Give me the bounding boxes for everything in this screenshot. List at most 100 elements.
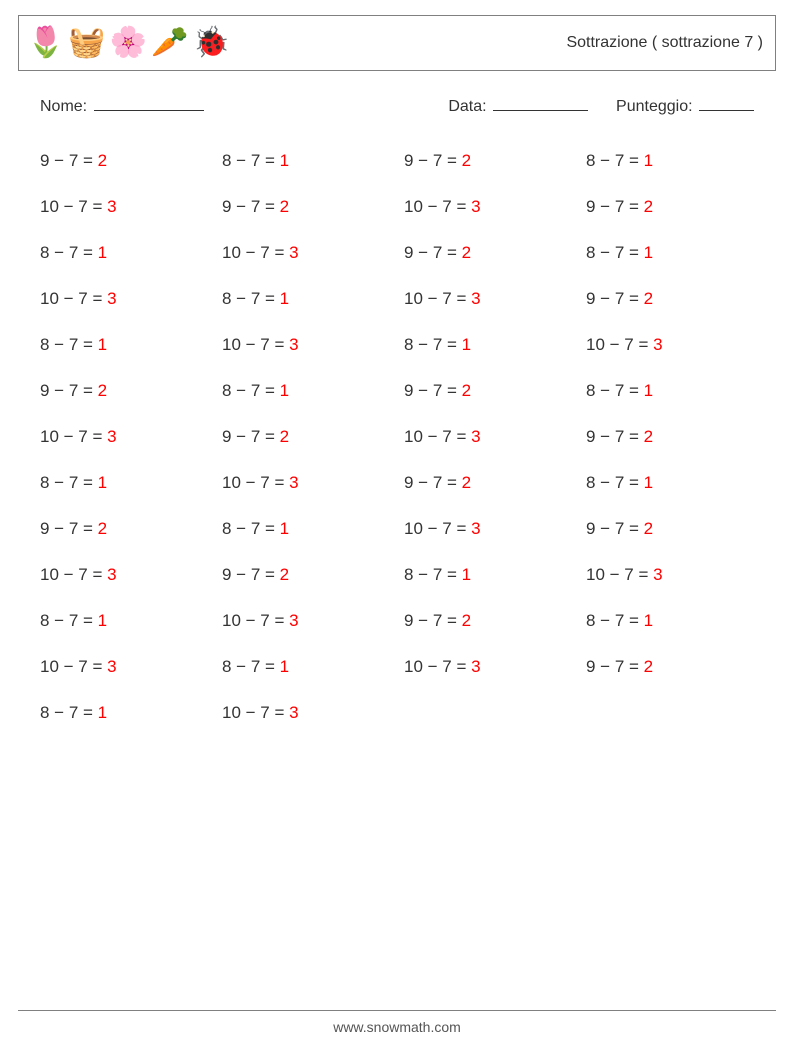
problem: 10 − 7 = 3 (38, 276, 210, 322)
equation-text: 10 − 7 = (222, 703, 289, 722)
problem: 8 − 7 = 1 (584, 230, 756, 276)
answer-text: 3 (289, 473, 298, 492)
answer-text: 2 (644, 427, 653, 446)
problem: 10 − 7 = 3 (402, 276, 574, 322)
equation-text: 8 − 7 = (222, 289, 280, 308)
answer-text: 2 (462, 473, 471, 492)
equation-text: 9 − 7 = (222, 427, 280, 446)
problem: 9 − 7 = 2 (220, 184, 392, 230)
answer-text: 1 (644, 611, 653, 630)
answer-text: 1 (280, 289, 289, 308)
answer-text: 3 (107, 427, 116, 446)
answer-text: 3 (471, 519, 480, 538)
answer-text: 3 (653, 335, 662, 354)
answer-text: 1 (644, 243, 653, 262)
answer-text: 3 (107, 197, 116, 216)
date-blank[interactable] (493, 95, 588, 111)
problem: 10 − 7 = 3 (38, 184, 210, 230)
problem: 10 − 7 = 3 (584, 552, 756, 598)
equation-text: 8 − 7 = (586, 473, 644, 492)
problem: 8 − 7 = 1 (584, 138, 756, 184)
equation-text: 9 − 7 = (586, 197, 644, 216)
answer-text: 3 (289, 243, 298, 262)
problem: 8 − 7 = 1 (584, 368, 756, 414)
problem: 8 − 7 = 1 (402, 322, 574, 368)
problem: 9 − 7 = 2 (584, 506, 756, 552)
blossom-icon: 🌸 (110, 28, 147, 58)
equation-text: 10 − 7 = (222, 243, 289, 262)
answer-text: 1 (644, 381, 653, 400)
equation-text: 9 − 7 = (40, 151, 98, 170)
problem: 10 − 7 = 3 (402, 644, 574, 690)
problem: 9 − 7 = 2 (584, 644, 756, 690)
equation-text: 9 − 7 = (404, 473, 462, 492)
problem: 9 − 7 = 2 (38, 506, 210, 552)
equation-text: 9 − 7 = (586, 519, 644, 538)
problem: 10 − 7 = 3 (38, 552, 210, 598)
equation-text: 9 − 7 = (586, 657, 644, 676)
equation-text: 10 − 7 = (404, 427, 471, 446)
answer-text: 1 (280, 519, 289, 538)
score-label: Punteggio: (616, 98, 693, 115)
equation-text: 8 − 7 = (222, 519, 280, 538)
equation-text: 9 − 7 = (404, 611, 462, 630)
problem: 8 − 7 = 1 (584, 460, 756, 506)
problem: 9 − 7 = 2 (584, 184, 756, 230)
equation-text: 10 − 7 = (40, 565, 107, 584)
equation-text: 8 − 7 = (40, 243, 98, 262)
tulip-icon: 🌷 (27, 28, 64, 58)
problem: 10 − 7 = 3 (38, 414, 210, 460)
basket-icon: 🧺 (68, 28, 105, 58)
equation-text: 10 − 7 = (40, 657, 107, 676)
equation-text: 9 − 7 = (404, 151, 462, 170)
problem: 8 − 7 = 1 (220, 368, 392, 414)
problem: 8 − 7 = 1 (38, 690, 210, 736)
equation-text: 10 − 7 = (404, 197, 471, 216)
equation-text: 9 − 7 = (40, 519, 98, 538)
problem: 10 − 7 = 3 (220, 690, 392, 736)
answer-text: 2 (98, 151, 107, 170)
equation-text: 10 − 7 = (404, 289, 471, 308)
problem: 8 − 7 = 1 (402, 552, 574, 598)
footer-url: www.snowmath.com (0, 1019, 794, 1035)
problem: 9 − 7 = 2 (402, 460, 574, 506)
answer-text: 1 (98, 473, 107, 492)
problem: 9 − 7 = 2 (38, 368, 210, 414)
answer-text: 1 (462, 565, 471, 584)
answer-text: 3 (471, 289, 480, 308)
equation-text: 8 − 7 = (222, 657, 280, 676)
answer-text: 2 (644, 657, 653, 676)
equation-text: 10 − 7 = (40, 289, 107, 308)
ladybug-icon: 🐞 (192, 28, 229, 58)
date-label: Data: (448, 98, 486, 115)
problem: 10 − 7 = 3 (402, 506, 574, 552)
answer-text: 3 (471, 427, 480, 446)
problem: 10 − 7 = 3 (220, 322, 392, 368)
problem: 9 − 7 = 2 (220, 552, 392, 598)
header-bar: 🌷 🧺 🌸 🥕 🐞 Sottrazione ( sottrazione 7 ) (18, 15, 776, 71)
problem: 9 − 7 = 2 (38, 138, 210, 184)
answer-text: 2 (462, 151, 471, 170)
answer-text: 2 (644, 519, 653, 538)
score-blank[interactable] (699, 95, 754, 111)
answer-text: 1 (98, 611, 107, 630)
problem: 8 − 7 = 1 (220, 644, 392, 690)
problem: 10 − 7 = 3 (220, 460, 392, 506)
equation-text: 8 − 7 = (586, 611, 644, 630)
answer-text: 3 (107, 657, 116, 676)
equation-text: 10 − 7 = (586, 565, 653, 584)
equation-text: 8 − 7 = (586, 381, 644, 400)
problem: 9 − 7 = 2 (584, 414, 756, 460)
problem: 10 − 7 = 3 (220, 230, 392, 276)
equation-text: 9 − 7 = (586, 427, 644, 446)
problem: 8 − 7 = 1 (38, 322, 210, 368)
answer-text: 1 (644, 151, 653, 170)
equation-text: 8 − 7 = (40, 473, 98, 492)
problem: 10 − 7 = 3 (220, 598, 392, 644)
equation-text: 9 − 7 = (404, 243, 462, 262)
problem: 10 − 7 = 3 (38, 644, 210, 690)
answer-text: 3 (471, 657, 480, 676)
name-blank[interactable] (94, 95, 204, 111)
equation-text: 8 − 7 = (40, 703, 98, 722)
header-icons: 🌷 🧺 🌸 🥕 🐞 (27, 28, 230, 58)
